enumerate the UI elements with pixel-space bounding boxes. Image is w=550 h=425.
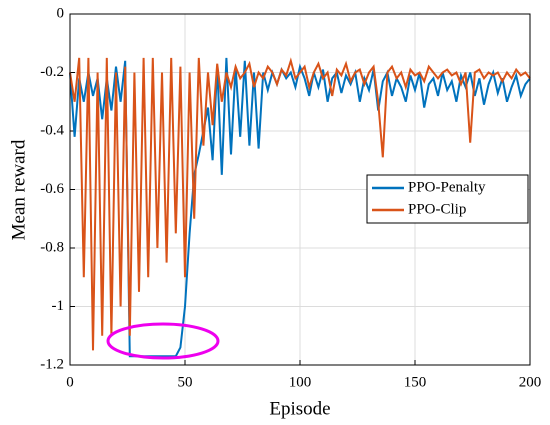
y-tick-label: -0.2 (40, 64, 64, 80)
y-tick-label: -0.8 (40, 239, 64, 255)
legend: PPO-Penalty PPO-Clip (366, 174, 529, 224)
highlight-ellipse (106, 322, 220, 360)
series-line (69, 57, 531, 351)
y-tick-label: -0.6 (40, 181, 64, 197)
x-tick-label: 50 (178, 374, 193, 390)
y-tick-label: -0.4 (40, 122, 64, 138)
legend-label: PPO-Clip (408, 201, 466, 217)
x-axis-label: Episode (269, 398, 330, 419)
y-tick-label: -1.2 (40, 356, 64, 372)
plot-frame (69, 13, 531, 366)
legend-label: PPO-Penalty (408, 179, 486, 195)
legend-box (366, 174, 529, 224)
y-tick-label: -1 (52, 298, 65, 314)
x-tick-label: 100 (289, 374, 312, 390)
x-tick-label: 150 (404, 374, 427, 390)
y-axis-label: Mean reward (8, 139, 29, 240)
y-tick-label: 0 (57, 5, 65, 21)
x-tick-label: 0 (66, 374, 74, 390)
x-tick-label: 200 (519, 374, 542, 390)
